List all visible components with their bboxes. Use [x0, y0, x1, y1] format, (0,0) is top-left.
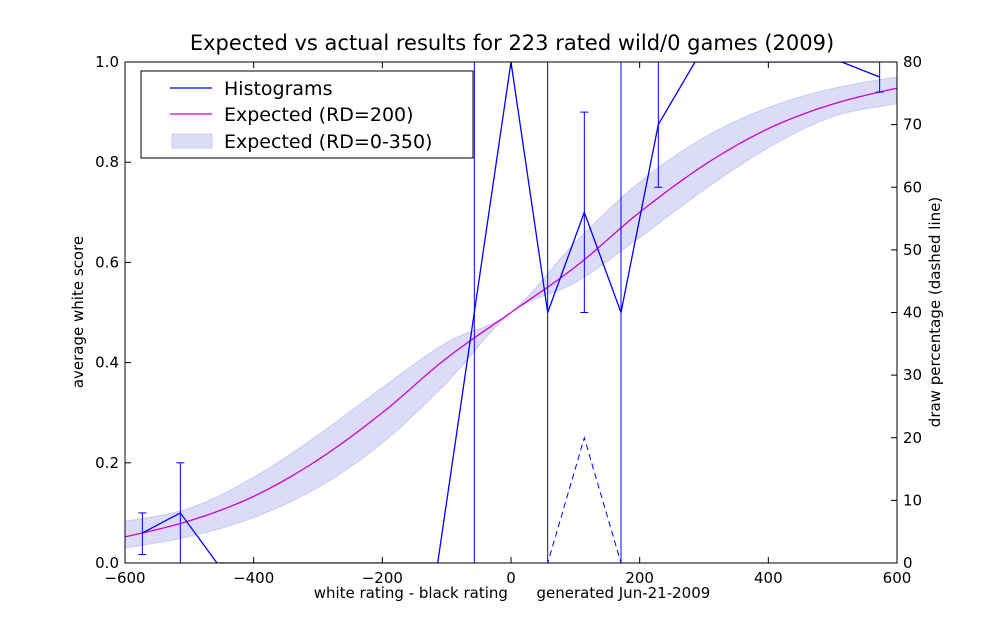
y2-tick-label: 80	[903, 53, 922, 71]
x-tick-label: 0	[506, 569, 516, 587]
error-bar-0	[138, 512, 147, 555]
y2-tick-label: 10	[903, 491, 922, 509]
y2-axis-label: draw percentage (dashed line)	[926, 197, 944, 427]
y-tick-label: 0.0	[95, 554, 119, 572]
y2-tick-label: 50	[903, 241, 922, 259]
y-tick-label: 0.4	[95, 354, 119, 372]
x-tick-label: 200	[625, 569, 654, 587]
chart-title: Expected vs actual results for 223 rated…	[190, 31, 834, 55]
y2-tick-label: 30	[903, 366, 922, 384]
legend-histogram-label: Histograms	[224, 78, 332, 100]
x-tick-label: 600	[883, 569, 912, 587]
legend-expected-label: Expected (RD=200)	[224, 104, 414, 126]
y-tick-label: 0.6	[95, 253, 119, 271]
x-tick-label: 400	[754, 569, 783, 587]
plot-frame	[124, 61, 898, 564]
expected-band-area	[125, 76, 897, 549]
y-axis-label: average white score	[69, 236, 87, 388]
x-tick-label: −400	[233, 569, 274, 587]
y2-tick-label: 0	[903, 554, 913, 572]
y-tick-label: 0.8	[95, 153, 119, 171]
y2-tick-label: 60	[903, 178, 922, 196]
legend-band-swatch	[171, 133, 213, 149]
y2-tick-label: 20	[903, 429, 922, 447]
draw-percentage-line	[125, 436, 897, 563]
y2-tick-label: 70	[903, 116, 922, 134]
axes: −600 −400 −200 0 200 400 6000.00.20.40.60.81.0…	[95, 53, 922, 587]
y-tick-label: 1.0	[95, 53, 119, 71]
x-tick-label: −200	[362, 569, 403, 587]
legend-band-label: Expected (RD=0-350)	[224, 131, 432, 153]
legend: Histograms Expected (RD=200) Expected (R…	[140, 70, 474, 159]
expected-curve	[125, 87, 897, 538]
x-tick-label: −600	[104, 569, 145, 587]
x-axis-label: white rating - black rating generated Ju…	[314, 584, 711, 602]
y-tick-label: 0.2	[95, 454, 119, 472]
plot-area	[125, 62, 897, 563]
y2-tick-label: 40	[903, 304, 922, 322]
